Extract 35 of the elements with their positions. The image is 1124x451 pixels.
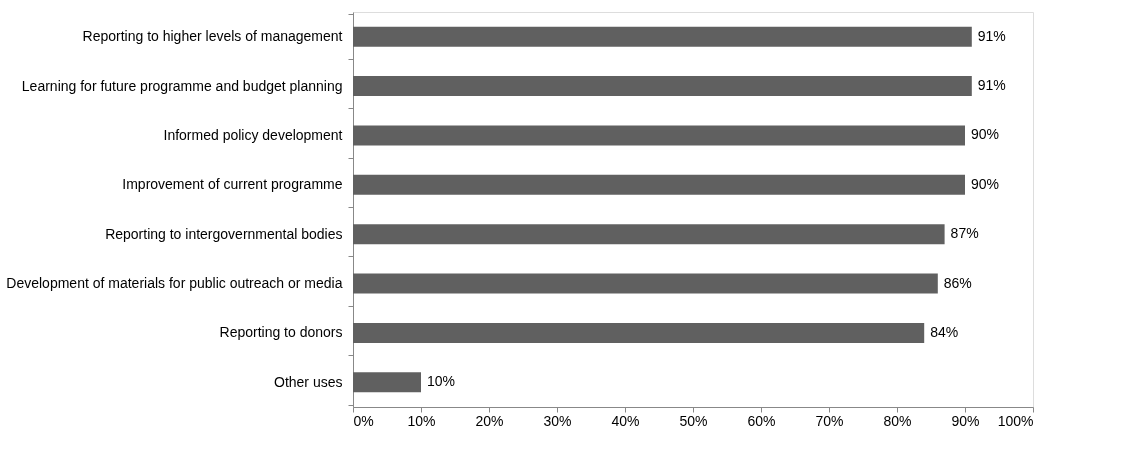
x-tick-label: 50% xyxy=(679,412,708,429)
data-label: 87% xyxy=(950,225,979,242)
y-tick-label: Reporting to higher levels of management xyxy=(82,28,343,45)
bar xyxy=(353,26,972,47)
bar xyxy=(353,174,965,195)
x-tick-label: 100% xyxy=(997,412,1034,429)
y-tick-label: Reporting to intergovernmental bodies xyxy=(105,225,343,242)
x-tick-label: 90% xyxy=(951,412,980,429)
x-tick-label: 60% xyxy=(747,412,776,429)
data-label: 91% xyxy=(977,27,1006,44)
y-tick-label: Informed policy development xyxy=(163,126,343,143)
x-tick-label: 10% xyxy=(407,412,436,429)
x-tick-label: 70% xyxy=(815,412,844,429)
data-label: 84% xyxy=(930,323,959,340)
y-tick-label: Improvement of current programme xyxy=(122,176,343,193)
y-tick-label: Development of materials for public outreach or media xyxy=(6,275,343,292)
y-tick-label: Reporting to donors xyxy=(219,324,343,341)
y-tick-label: Learning for future programme and budget planning xyxy=(21,77,343,94)
data-label: 90% xyxy=(971,175,1000,192)
bar xyxy=(353,76,972,97)
y-tick-label: Other uses xyxy=(274,373,343,390)
x-tick-label: 0% xyxy=(353,412,374,429)
bar xyxy=(353,322,925,343)
data-label: 86% xyxy=(943,274,972,291)
data-label: 91% xyxy=(977,77,1006,94)
data-label: 10% xyxy=(427,373,456,390)
bar xyxy=(353,372,421,393)
bar xyxy=(353,224,945,245)
bar xyxy=(353,273,938,294)
x-tick-label: 80% xyxy=(883,412,912,429)
x-tick-label: 20% xyxy=(475,412,504,429)
bar xyxy=(353,125,965,146)
x-tick-label: 30% xyxy=(543,412,572,429)
x-tick-label: 40% xyxy=(611,412,640,429)
data-label: 90% xyxy=(971,126,1000,143)
